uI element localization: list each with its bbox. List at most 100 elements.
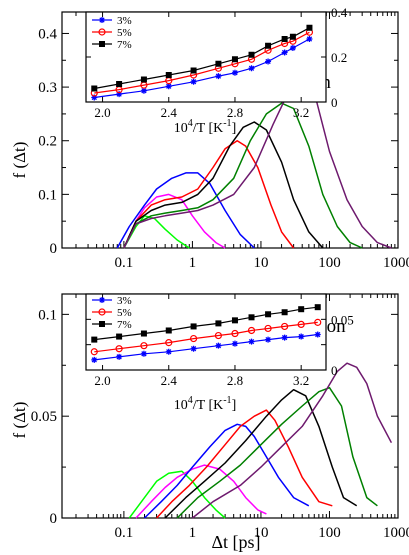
inset-point-star	[190, 78, 197, 85]
inset-x-axis-label: 104/T [K-1]	[174, 118, 236, 136]
inset-point-star	[91, 94, 98, 101]
legend-label: 3%	[117, 295, 132, 307]
series-line-purple	[123, 80, 392, 249]
inset-point-square	[215, 60, 222, 67]
inset-point-square	[248, 314, 255, 321]
inset-point-star	[248, 65, 255, 72]
inset-point-square	[231, 56, 238, 63]
inset-point-square	[231, 317, 238, 324]
legend-marker-star	[99, 17, 105, 23]
inset-point-circle	[231, 329, 239, 338]
inset-point-circle	[314, 318, 322, 326]
series-line-red	[123, 139, 295, 249]
inset-point-star	[165, 83, 172, 90]
inset-point-star	[116, 91, 123, 98]
inset-point-star	[91, 356, 98, 363]
inset-point-star	[165, 348, 172, 355]
inset-point-circle	[90, 348, 98, 356]
y-tick-label: 0.3	[38, 80, 57, 96]
inset-point-square	[215, 320, 222, 327]
x-tick-label: 10	[253, 255, 268, 271]
legend-label: 3%	[117, 15, 132, 27]
inset-point-circle	[189, 334, 198, 343]
series-group	[116, 80, 392, 249]
inset-point-circle	[297, 320, 305, 328]
inset-x-axis-label: 104/T [K-1]	[174, 395, 236, 413]
series-group	[128, 362, 393, 519]
inset-point-star	[289, 45, 296, 51]
series-line-black	[123, 121, 324, 249]
inset-point-circle	[115, 345, 123, 353]
inset-plot: 2.0 2.4 2.8 3.2 0 0.2 0.4 104/T [K-1] 3%5%7%	[85, 5, 348, 136]
x-tick-label: 1	[189, 525, 197, 541]
y-tick-label: 0.1	[38, 187, 57, 203]
inset-point-circle	[165, 339, 173, 347]
x-tick-label: 100	[318, 525, 341, 541]
inset-series-line-red	[94, 31, 310, 94]
inset-point-square	[116, 333, 123, 340]
inset-point-square	[91, 336, 98, 343]
inset-x-tick-label: 2.8	[227, 105, 243, 120]
inset-point-square	[140, 76, 147, 83]
series-line-lime	[128, 470, 226, 519]
inset-x-tick-label: 2.4	[161, 373, 178, 388]
x-tick-label: 1	[189, 255, 197, 271]
inset-point-star	[265, 58, 272, 65]
inset-x-tick-label: 2.0	[94, 105, 110, 120]
inset-point-star	[190, 345, 197, 352]
inset-y-tick-label: 0	[331, 95, 338, 110]
y-axis-label: f (Δt)	[10, 142, 29, 179]
oxygen-panel: 0.1110100100000.10.20.30.4f (Δt)oxygen2.…	[10, 5, 409, 271]
inset-point-square	[190, 67, 197, 74]
inset-point-star	[281, 334, 288, 341]
inset-point-square	[289, 33, 296, 40]
series-line-magenta	[135, 464, 267, 519]
inset-point-star	[231, 340, 238, 347]
x-tick-label: 10	[253, 525, 268, 541]
x-axis-label: Δt [ps]	[211, 532, 260, 552]
inset-point-star	[248, 338, 255, 345]
series-line-blue	[143, 423, 310, 519]
inset-point-square	[281, 309, 288, 316]
x-tick-label: 0.1	[115, 255, 134, 271]
x-tick-label: 100	[318, 255, 341, 271]
inset-point-star	[116, 353, 123, 360]
y-tick-label: 0	[50, 511, 58, 527]
inset-x-tick-label: 2.0	[94, 373, 110, 388]
inset-point-circle	[247, 326, 256, 335]
inset-point-square	[140, 330, 147, 337]
y-axis-label: f (Δt)	[10, 402, 29, 439]
inset-point-star	[140, 350, 147, 357]
legend-label: 5%	[117, 27, 132, 39]
inset-y-tick-label: 0	[331, 363, 338, 378]
silicon-panel: 0.1110100100000.050.1f (Δt)siliconΔt [ps…	[10, 293, 409, 552]
inset-y-tick-label: 0.4	[331, 5, 348, 20]
inset-legend: 3%5%7%	[92, 15, 132, 51]
series-line-magenta	[123, 193, 226, 249]
legend-marker-square	[99, 41, 105, 47]
inset-point-circle	[140, 342, 148, 350]
legend-label: 5%	[117, 307, 132, 319]
inset-y-tick-label: 0.05	[331, 312, 354, 327]
x-tick-label: 0.1	[115, 525, 134, 541]
inset-legend: 3%5%7%	[92, 295, 132, 331]
series-line-red	[156, 409, 333, 519]
inset-point-star	[298, 333, 305, 340]
inset-x-tick-label: 2.4	[161, 105, 178, 120]
series-line-green	[123, 102, 363, 249]
inset-point-star	[265, 336, 272, 343]
inset-point-star	[140, 87, 147, 94]
inset-point-square	[165, 72, 172, 78]
inset-point-star	[281, 49, 288, 56]
inset-frame	[85, 293, 327, 371]
inset-plot: 2.0 2.4 2.8 3.2 0 0.05 104/T [K-1] 3%5%7%	[85, 293, 354, 413]
legend-marker-circle	[98, 308, 106, 316]
inset-point-star	[215, 73, 222, 80]
series-line-green	[176, 386, 378, 519]
inset-point-square	[306, 24, 313, 31]
y-tick-label: 0	[50, 241, 58, 257]
inset-point-square	[248, 51, 255, 58]
